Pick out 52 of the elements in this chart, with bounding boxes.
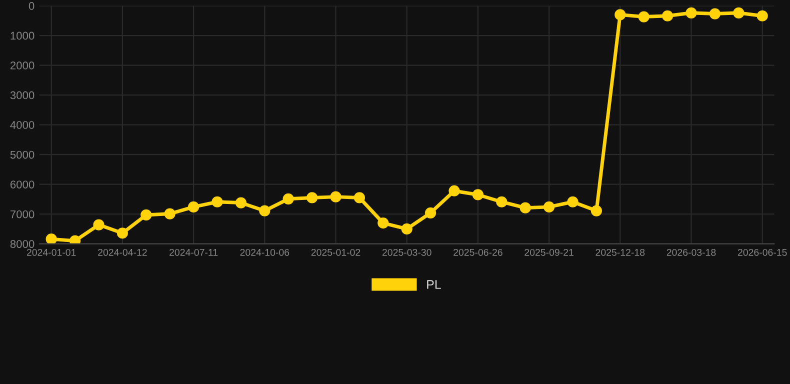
y-tick-label: 3000 [10,91,34,100]
x-tick-label: 2024-07-11 [170,248,218,256]
x-tick-label: 2026-03-18 [666,248,716,256]
point [116,228,128,239]
x-tick-label: 2024-04-12 [98,248,147,256]
y-tick-label: 2000 [10,62,34,70]
point [567,196,578,208]
x-tick-label: 2025-03-30 [382,248,432,256]
point [614,9,626,20]
x-tick-label: 2025-01-02 [311,248,360,256]
y-tick-label: 4000 [10,121,34,129]
point [282,193,294,204]
y-tick-label: 6000 [10,180,34,188]
x-tick-label: 2024-10-06 [240,248,290,256]
point [140,209,152,221]
point [306,192,318,204]
point [520,202,531,214]
x-tick-label: 2024-01-01 [26,248,76,256]
point [259,205,270,216]
y-tick-label: 8000 [10,240,34,248]
point [378,217,389,229]
y-tick-label: 7000 [10,210,34,218]
point [686,7,697,18]
point [543,201,555,212]
point [93,219,104,230]
point [46,234,57,244]
x-tick-label: 2025-09-21 [524,248,574,256]
point [401,223,412,235]
point [235,197,247,208]
point [424,207,436,218]
y-tick-label: 0 [28,2,34,10]
x-tick-label: 2025-06-26 [454,248,502,256]
point [212,196,223,208]
point [756,10,768,22]
point [354,192,366,204]
point [448,185,460,196]
point [164,208,176,220]
x-tick-label: 2025-12-18 [596,248,645,256]
y-tick-label: 1000 [10,32,34,40]
point [188,201,200,212]
point [472,189,484,200]
point [733,7,744,18]
y-tick-label: 5000 [10,150,34,159]
legend-label: PL [427,280,441,289]
point [638,11,650,22]
point [590,205,602,216]
point [709,8,721,20]
x-tick-label: 2026-06-15 [738,248,787,256]
point [662,10,674,22]
point [69,235,81,244]
point [330,191,342,202]
point [496,196,508,208]
